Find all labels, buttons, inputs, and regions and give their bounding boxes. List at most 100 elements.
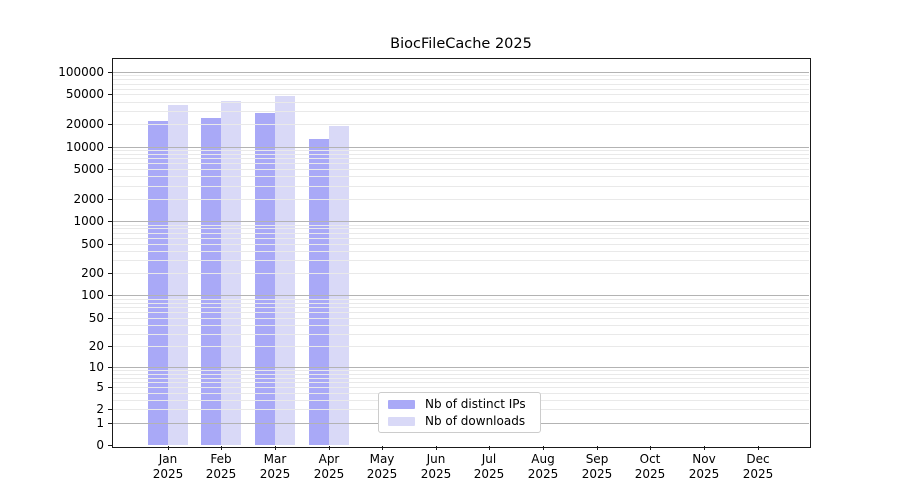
y-tick-label: 5 xyxy=(96,380,104,394)
x-tick-label: Jul 2025 xyxy=(473,452,505,481)
legend: Nb of distinct IPs Nb of downloads xyxy=(378,392,541,433)
bar-nb-of-distinct-ips-mar xyxy=(255,113,275,445)
gridline xyxy=(113,367,809,368)
gridline xyxy=(113,84,809,85)
gridline xyxy=(113,303,809,304)
x-tick-label: Nov 2025 xyxy=(688,452,720,481)
y-tick xyxy=(108,94,112,95)
gridline xyxy=(113,79,809,80)
x-tick xyxy=(489,446,490,450)
y-tick xyxy=(108,199,112,200)
y-tick-label: 10 xyxy=(88,360,104,374)
x-tick xyxy=(650,446,651,450)
gridline xyxy=(113,154,809,155)
x-tick-label: Aug 2025 xyxy=(527,452,559,481)
bar-nb-of-downloads-jan xyxy=(168,105,188,445)
x-tick-label: Apr 2025 xyxy=(313,452,345,481)
y-tick xyxy=(108,387,112,388)
y-tick-label: 0 xyxy=(96,438,104,452)
y-tick xyxy=(108,72,112,73)
legend-label-downloads: Nb of downloads xyxy=(425,414,526,428)
gridline xyxy=(113,312,809,313)
gridline xyxy=(113,251,809,252)
x-tick-label: Feb 2025 xyxy=(205,452,237,481)
gridline xyxy=(113,147,809,148)
gridline xyxy=(113,94,809,95)
gridline xyxy=(113,163,809,164)
x-tick-label: Jun 2025 xyxy=(420,452,452,481)
x-tick-label: Mar 2025 xyxy=(259,452,291,481)
x-tick xyxy=(275,446,276,450)
gridline xyxy=(113,273,809,274)
x-tick xyxy=(758,446,759,450)
gridline xyxy=(113,244,809,245)
gridline xyxy=(113,75,809,76)
y-tick-label: 20000 xyxy=(65,117,104,131)
y-tick xyxy=(108,124,112,125)
y-tick xyxy=(108,295,112,296)
gridline xyxy=(113,102,809,103)
x-tick xyxy=(436,446,437,450)
gridline xyxy=(113,89,809,90)
legend-swatch-downloads xyxy=(388,416,415,426)
y-tick-label: 200 xyxy=(81,266,104,280)
gridline xyxy=(113,295,809,296)
gridline xyxy=(113,325,809,326)
y-tick xyxy=(108,346,112,347)
y-tick xyxy=(108,273,112,274)
gridline xyxy=(113,124,809,125)
x-tick-label: May 2025 xyxy=(366,452,398,481)
gridline xyxy=(113,199,809,200)
legend-label-distinct-ips: Nb of distinct IPs xyxy=(425,397,526,411)
y-tick-label: 1000 xyxy=(73,214,104,228)
legend-item-distinct-ips: Nb of distinct IPs xyxy=(388,397,531,411)
gridline xyxy=(113,150,809,151)
legend-item-downloads: Nb of downloads xyxy=(388,414,531,428)
legend-swatch-distinct-ips xyxy=(388,399,415,409)
gridline xyxy=(113,387,809,388)
gridline xyxy=(113,260,809,261)
y-tick-label: 500 xyxy=(81,237,104,251)
y-tick xyxy=(108,409,112,410)
bar-nb-of-distinct-ips-jan xyxy=(148,121,168,445)
gridline xyxy=(113,238,809,239)
x-tick xyxy=(704,446,705,450)
y-tick-label: 1 xyxy=(96,416,104,430)
y-tick-label: 100000 xyxy=(58,65,104,79)
y-tick xyxy=(108,318,112,319)
x-tick xyxy=(543,446,544,450)
gridline xyxy=(113,169,809,170)
y-tick-label: 20 xyxy=(88,339,104,353)
y-tick xyxy=(108,244,112,245)
bar-nb-of-downloads-mar xyxy=(275,96,295,445)
gridline xyxy=(113,111,809,112)
y-tick xyxy=(108,367,112,368)
x-tick xyxy=(168,446,169,450)
gridline xyxy=(113,176,809,177)
bar-nb-of-distinct-ips-feb xyxy=(201,118,221,445)
x-tick xyxy=(597,446,598,450)
y-tick-label: 10000 xyxy=(65,140,104,154)
y-tick xyxy=(108,445,112,446)
y-tick xyxy=(108,423,112,424)
gridline xyxy=(113,158,809,159)
y-tick xyxy=(108,221,112,222)
x-tick-label: Oct 2025 xyxy=(634,452,666,481)
gridline xyxy=(113,228,809,229)
gridline xyxy=(113,378,809,379)
x-tick xyxy=(329,446,330,450)
gridline xyxy=(113,382,809,383)
x-tick-label: Sep 2025 xyxy=(581,452,613,481)
gridline xyxy=(113,374,809,375)
gridline xyxy=(113,346,809,347)
bar-nb-of-distinct-ips-apr xyxy=(309,139,329,445)
gridline xyxy=(113,318,809,319)
y-tick-label: 50 xyxy=(88,311,104,325)
gridline xyxy=(113,72,809,73)
x-tick xyxy=(221,446,222,450)
gridline xyxy=(113,225,809,226)
gridline xyxy=(113,221,809,222)
y-tick-label: 50000 xyxy=(65,87,104,101)
gridline xyxy=(113,334,809,335)
